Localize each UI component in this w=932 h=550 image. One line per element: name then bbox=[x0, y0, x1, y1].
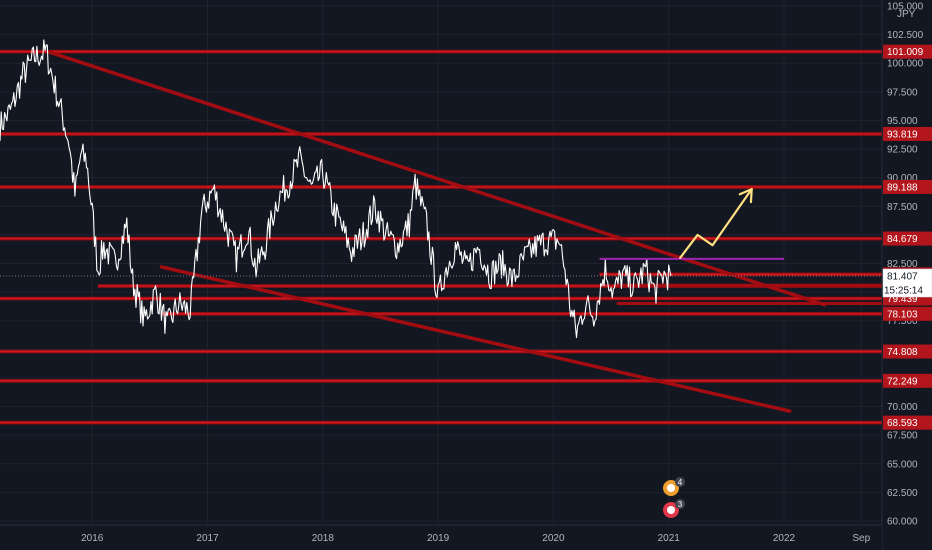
x-tick-label: 2016 bbox=[81, 533, 104, 544]
y-tick-label: 60.000 bbox=[887, 517, 918, 528]
level-label-box bbox=[883, 344, 932, 359]
y-tick-label: 105.000 bbox=[887, 2, 924, 13]
level-label-box bbox=[883, 126, 932, 141]
level-label-box bbox=[883, 306, 932, 321]
event-badge-inner bbox=[667, 506, 676, 514]
event-badge-count-bg bbox=[675, 499, 686, 509]
level-label: 74.808 bbox=[887, 347, 918, 358]
y-tick-label: 97.500 bbox=[887, 87, 918, 98]
level-label: 101.009 bbox=[887, 47, 924, 58]
level-label-box bbox=[883, 179, 932, 194]
level-label-box bbox=[883, 415, 932, 430]
level-label: 68.593 bbox=[887, 418, 918, 429]
y-tick-label: 102.500 bbox=[887, 30, 924, 41]
current-price-box bbox=[882, 268, 932, 298]
level-label: 93.819 bbox=[887, 129, 918, 140]
y-tick-label: 62.500 bbox=[887, 488, 918, 499]
level-label-box bbox=[883, 44, 932, 59]
level-label: 89.188 bbox=[887, 182, 918, 193]
plot-area[interactable] bbox=[0, 39, 882, 425]
trendline bbox=[159, 265, 792, 413]
level-label: 79.439 bbox=[887, 294, 918, 305]
grid bbox=[0, 0, 882, 525]
x-tick-label: Sep bbox=[852, 533, 870, 544]
y-tick-label: 90.000 bbox=[887, 173, 918, 184]
currency-label: JPY bbox=[897, 9, 916, 20]
y-tick-label: 65.000 bbox=[887, 459, 918, 470]
countdown-label: 15:25:14 bbox=[884, 286, 923, 297]
y-tick-label: 77.500 bbox=[887, 316, 918, 327]
horizontal-levels bbox=[0, 49, 882, 425]
trendline bbox=[46, 50, 827, 307]
y-tick-label: 67.500 bbox=[887, 431, 918, 442]
x-tick-label: 2020 bbox=[542, 533, 565, 544]
x-tick-label: 2018 bbox=[312, 533, 335, 544]
y-tick-label: 87.500 bbox=[887, 202, 918, 213]
price-line bbox=[0, 39, 672, 339]
price-labels: 101.00993.81989.18884.67981.55080.53279.… bbox=[882, 44, 932, 430]
level-label: 84.679 bbox=[887, 234, 918, 245]
x-tick-label: 2022 bbox=[773, 533, 796, 544]
y-tick-label: 82.500 bbox=[887, 259, 918, 270]
overlays bbox=[0, 188, 882, 277]
level-label-box bbox=[883, 231, 932, 246]
trendlines bbox=[46, 50, 827, 413]
time-axis[interactable]: 2016 2017 2018 2019 2020 2021 2022 Sep bbox=[81, 533, 870, 544]
level-label: 72.249 bbox=[887, 376, 918, 387]
projection-path bbox=[679, 188, 753, 259]
projection-arrowhead-icon bbox=[738, 188, 753, 204]
y-tick-label: 70.000 bbox=[887, 402, 918, 413]
event-badge-count: 3 bbox=[678, 500, 683, 509]
level-label-box bbox=[883, 373, 932, 388]
time-axis-panel bbox=[0, 525, 882, 550]
y-tick-label: 95.000 bbox=[887, 116, 918, 127]
y-tick-label: 92.500 bbox=[887, 145, 918, 156]
x-tick-label: 2021 bbox=[658, 533, 681, 544]
level-label: 78.103 bbox=[887, 309, 918, 320]
x-tick-label: 2017 bbox=[196, 533, 219, 544]
event-badge-count-bg bbox=[675, 477, 686, 487]
current-price-label: 81.407 bbox=[887, 272, 918, 283]
event-badge-count: 4 bbox=[678, 478, 683, 487]
x-tick-label: 2019 bbox=[427, 533, 450, 544]
event-badge-inner bbox=[667, 484, 676, 492]
price-series bbox=[0, 39, 672, 339]
event-badges[interactable]: 43 bbox=[663, 477, 686, 518]
y-tick-label: 100.000 bbox=[887, 59, 924, 70]
